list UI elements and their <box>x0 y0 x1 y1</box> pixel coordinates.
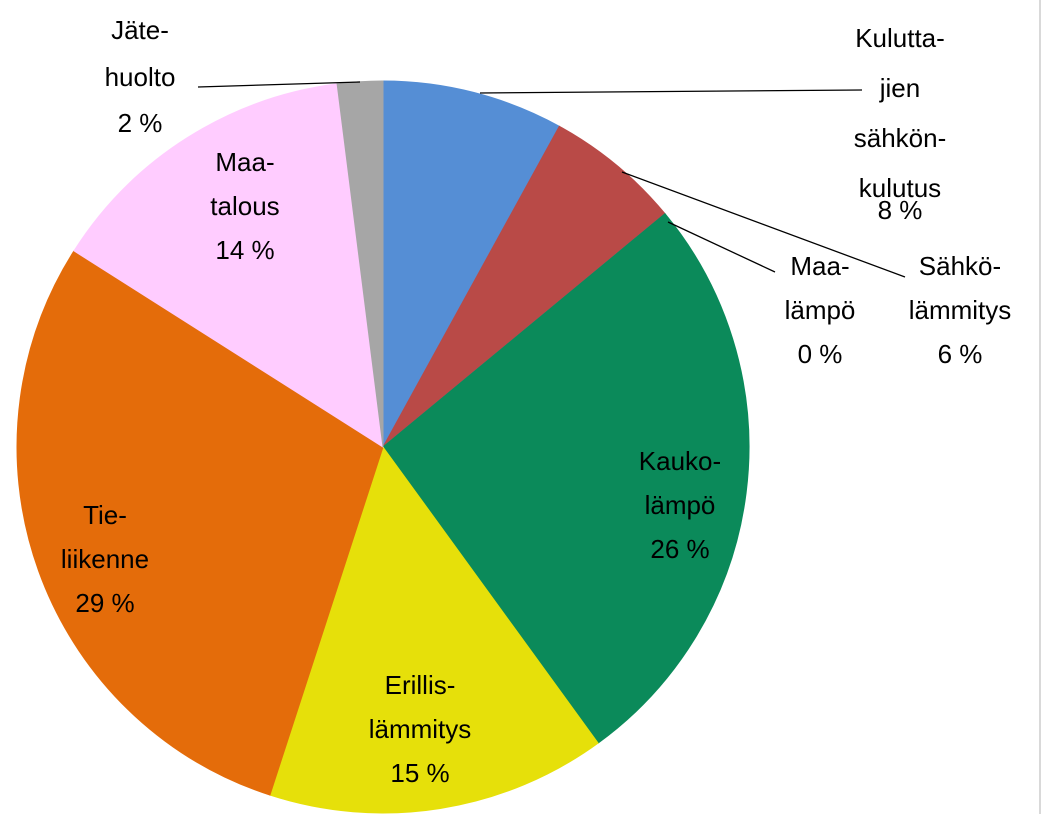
label-line: lämpö <box>785 295 856 325</box>
category-label: Jäte-huolto <box>105 15 176 92</box>
label-line: talous <box>210 191 279 221</box>
pie-slice <box>16 250 384 796</box>
label-line: sähkön- <box>854 123 947 153</box>
label-line: Maa- <box>790 251 849 281</box>
value-label: 6 % <box>938 339 983 369</box>
value-label: 0 % <box>798 339 843 369</box>
value-label: 8 % <box>878 195 923 225</box>
label-line: Maa- <box>215 147 274 177</box>
value-label: 29 % <box>75 588 134 618</box>
category-label: Tie-liikenne <box>61 500 149 574</box>
leader-line <box>479 89 863 94</box>
label-line: Kulutta- <box>855 23 945 53</box>
leader-line <box>197 81 361 88</box>
category-label: Maa-talous <box>210 147 279 221</box>
label-line: huolto <box>105 62 176 92</box>
value-label: 14 % <box>215 235 274 265</box>
slices <box>16 80 750 814</box>
category-label: Kauko-lämpö <box>639 446 721 520</box>
label-line: lämpö <box>645 490 716 520</box>
label-line: Erillis- <box>385 670 456 700</box>
category-label: Kulutta-jien sähkön-kulutus <box>854 23 947 203</box>
pie-slice <box>382 80 561 448</box>
label-line: Kauko- <box>639 446 721 476</box>
pie-slice <box>382 212 750 744</box>
pie-slice <box>73 83 384 448</box>
value-label: 15 % <box>390 758 449 788</box>
value-label: 26 % <box>650 534 709 564</box>
pie-slice <box>269 445 599 814</box>
pie-slice <box>336 80 384 448</box>
leader-line <box>621 171 906 278</box>
label-line: Tie- <box>83 500 127 530</box>
category-label: Sähkö-lämmitys <box>909 251 1012 325</box>
pie-slice <box>382 125 666 448</box>
label-line: lämmitys <box>909 295 1012 325</box>
label-line: liikenne <box>61 544 149 574</box>
label-line: kulutus <box>859 173 941 203</box>
category-label: Erillis-lämmitys <box>369 670 472 744</box>
leader-line <box>667 221 776 273</box>
label-line: lämmitys <box>369 714 472 744</box>
label-line: jien <box>879 73 920 103</box>
category-label: Maa-lämpö <box>785 251 856 325</box>
label-line: Jäte- <box>111 15 169 45</box>
label-line: Sähkö- <box>919 251 1001 281</box>
value-label: 2 % <box>118 108 163 138</box>
